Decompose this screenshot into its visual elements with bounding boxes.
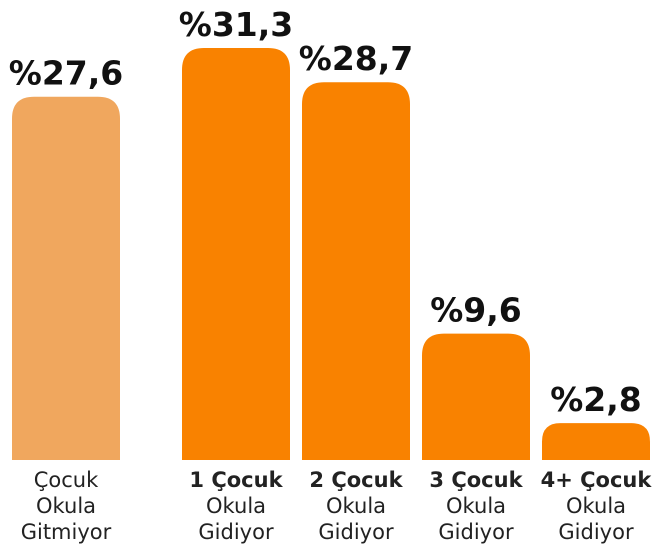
value-label: %31,3 bbox=[179, 5, 294, 44]
category-label: 3 Çocuk bbox=[429, 468, 523, 492]
category-label: Çocuk bbox=[34, 468, 99, 492]
category-label: 2 Çocuk bbox=[309, 468, 403, 492]
category-label: 1 Çocuk bbox=[189, 468, 283, 492]
category-label: Gitmiyor bbox=[21, 520, 112, 544]
category-label: Gidiyor bbox=[558, 520, 634, 544]
bar bbox=[12, 96, 120, 460]
category-label: Gidiyor bbox=[318, 520, 394, 544]
bar bbox=[422, 333, 530, 460]
category-label: Okula bbox=[206, 494, 266, 518]
value-label: %27,6 bbox=[9, 54, 124, 93]
bar bbox=[182, 48, 290, 460]
category-label: Okula bbox=[566, 494, 626, 518]
bar bbox=[302, 82, 410, 461]
category-label: Gidiyor bbox=[438, 520, 514, 544]
bar bbox=[542, 423, 650, 460]
category-label: Okula bbox=[446, 494, 506, 518]
category-label: Okula bbox=[36, 494, 96, 518]
value-label: %2,8 bbox=[550, 380, 642, 419]
value-label: %28,7 bbox=[299, 39, 414, 78]
category-label: Okula bbox=[326, 494, 386, 518]
value-label: %9,6 bbox=[430, 291, 522, 330]
category-label: Gidiyor bbox=[198, 520, 274, 544]
category-label: 4+ Çocuk bbox=[541, 468, 653, 492]
